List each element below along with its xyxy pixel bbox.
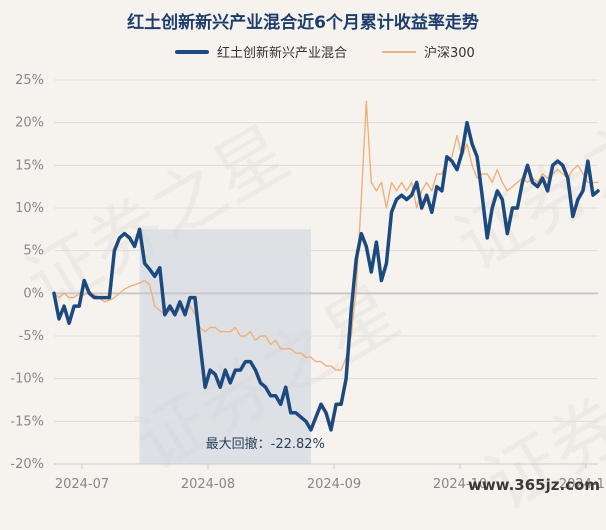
y-tick-label: 0% <box>23 286 44 301</box>
x-tick-label: 2024-11 <box>559 477 606 492</box>
legend-item-benchmark[interactable]: 沪深300 <box>382 42 475 61</box>
max-drawdown-area <box>139 229 311 464</box>
legend-label-benchmark: 沪深300 <box>424 46 475 61</box>
y-tick-label: -15% <box>10 414 44 429</box>
max-drawdown-label: 最大回撤：-22.82% <box>206 436 325 452</box>
y-tick-label: -10% <box>10 372 44 387</box>
legend-label-fund: 红土创新新兴产业混合 <box>217 46 348 61</box>
fund-series-line <box>52 120 600 432</box>
legend-swatch-benchmark <box>382 50 416 53</box>
y-tick-label: 25% <box>15 73 44 88</box>
legend-item-fund[interactable]: 红土创新新兴产业混合 <box>175 42 347 61</box>
footer-watermark: www.365jz.com <box>467 476 600 494</box>
legend-swatch-fund <box>175 49 209 54</box>
chart-title: 红土创新新兴产业混合近6个月累计收益率走势 <box>127 13 479 33</box>
y-tick-label: 20% <box>15 116 44 131</box>
x-tick-label: 2024-10 <box>433 477 487 492</box>
y-tick-label: -5% <box>19 329 44 344</box>
y-tick-label: -20% <box>10 457 44 472</box>
benchmark-series-line <box>53 100 599 371</box>
y-tick-label: 10% <box>15 201 44 216</box>
chart-svg: 25% 20% 15% 10% 5% 0% -5% -10% -15% -20% 2024-07 20… <box>10 73 606 492</box>
y-tick-label: 15% <box>15 158 44 173</box>
legend: 红土创新新兴产业混合 沪深300 <box>0 42 606 62</box>
y-tick-label: 5% <box>23 244 44 259</box>
x-tick-label: 2024-08 <box>181 477 235 492</box>
x-tick-label: 2024-09 <box>307 477 361 492</box>
x-tick-label: 2024-07 <box>55 477 109 492</box>
